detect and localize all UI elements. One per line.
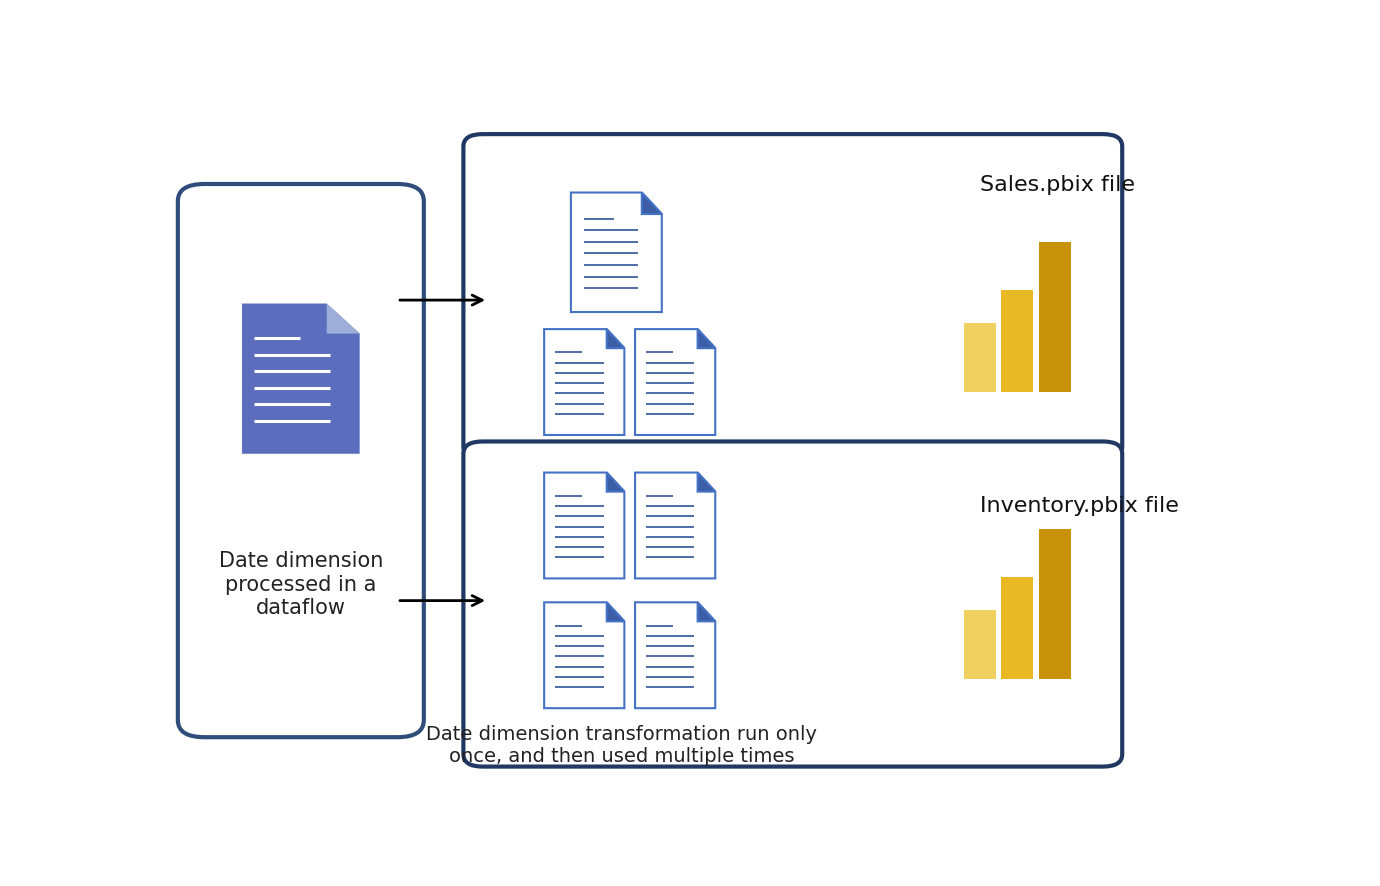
Text: Date dimension
processed in a
dataflow: Date dimension processed in a dataflow bbox=[218, 551, 384, 617]
Bar bbox=[1039, 529, 1071, 680]
Polygon shape bbox=[571, 193, 662, 313]
Bar bbox=[1002, 578, 1034, 680]
Polygon shape bbox=[698, 473, 715, 492]
Polygon shape bbox=[607, 473, 624, 492]
Bar bbox=[1002, 291, 1034, 392]
Polygon shape bbox=[698, 330, 715, 349]
Polygon shape bbox=[635, 602, 715, 709]
Polygon shape bbox=[607, 602, 624, 622]
FancyBboxPatch shape bbox=[464, 442, 1122, 766]
Polygon shape bbox=[241, 304, 360, 455]
Text: Date dimension transformation run only
once, and then used multiple times: Date dimension transformation run only o… bbox=[426, 724, 817, 765]
Polygon shape bbox=[635, 330, 715, 436]
Bar bbox=[963, 323, 996, 392]
Bar bbox=[963, 610, 996, 680]
FancyBboxPatch shape bbox=[178, 185, 424, 737]
Polygon shape bbox=[544, 330, 624, 436]
FancyBboxPatch shape bbox=[464, 135, 1122, 460]
Text: Sales.pbix file: Sales.pbix file bbox=[980, 175, 1134, 195]
Polygon shape bbox=[327, 304, 360, 334]
Polygon shape bbox=[642, 193, 662, 214]
Bar bbox=[1039, 243, 1071, 392]
Polygon shape bbox=[544, 473, 624, 579]
Text: Inventory.pbix file: Inventory.pbix file bbox=[980, 495, 1179, 516]
Polygon shape bbox=[544, 602, 624, 709]
Polygon shape bbox=[607, 330, 624, 349]
Polygon shape bbox=[635, 473, 715, 579]
Polygon shape bbox=[698, 602, 715, 622]
